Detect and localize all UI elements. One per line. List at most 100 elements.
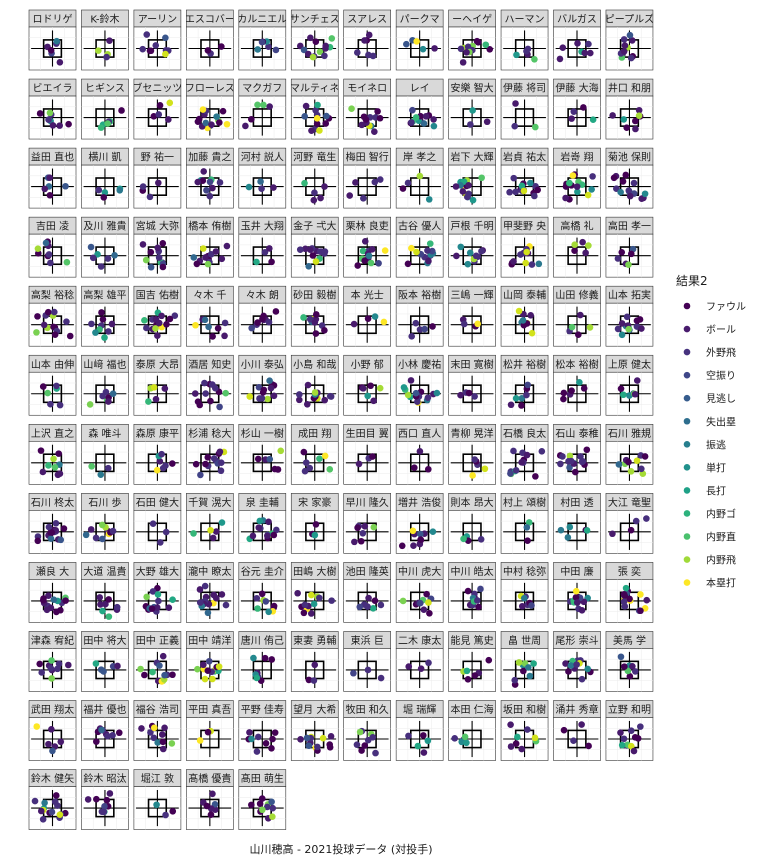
pitch-point bbox=[573, 599, 581, 606]
pitch-point bbox=[191, 390, 199, 397]
pitch-point bbox=[248, 324, 255, 332]
pitch-point bbox=[266, 103, 273, 110]
pitch-point bbox=[519, 317, 527, 324]
pitch-point bbox=[319, 734, 327, 742]
facet-panel: 石田 健大 bbox=[133, 493, 182, 554]
facet-title: 則本 昂大 bbox=[451, 496, 494, 509]
facet-title: 福谷 浩司 bbox=[136, 703, 179, 716]
pitch-point bbox=[578, 607, 586, 614]
facet-panel: 伊藤 将司 bbox=[500, 78, 549, 140]
pitch-point bbox=[103, 53, 110, 61]
pitch-point bbox=[626, 595, 633, 603]
pitch-point bbox=[410, 542, 417, 550]
pitch-point bbox=[208, 121, 215, 129]
pitch-point bbox=[512, 740, 520, 747]
pitch-point bbox=[610, 174, 618, 182]
facet-title: 西口 直人 bbox=[398, 427, 441, 440]
pitch-point bbox=[560, 389, 568, 397]
pitch-point bbox=[159, 745, 167, 753]
facet-panel: ヒギンス bbox=[81, 78, 129, 140]
pitch-point bbox=[308, 591, 315, 599]
pitch-point bbox=[33, 329, 40, 336]
pitch-point bbox=[223, 242, 231, 250]
pitch-point bbox=[323, 112, 330, 120]
pitch-point bbox=[49, 747, 56, 755]
pitch-point bbox=[99, 607, 106, 615]
pitch-point bbox=[420, 749, 428, 756]
pitch-point bbox=[190, 254, 198, 261]
pitch-point bbox=[300, 46, 308, 54]
pitch-point bbox=[457, 243, 465, 251]
panels-layer: ロドリゲ K-鈴木 アーリン エスコバー カルニエル サンチェス スアレス パークマ ーヘイゲ ハ… bbox=[28, 9, 654, 830]
facet-panel: エスコバー bbox=[186, 9, 234, 71]
pitch-point bbox=[92, 329, 99, 336]
facet-panel: 石川 柊太 bbox=[28, 493, 77, 554]
pitch-point bbox=[44, 308, 52, 316]
pitch-point bbox=[408, 244, 415, 252]
facet-title: フローレス bbox=[185, 84, 235, 95]
pitch-point bbox=[627, 526, 635, 534]
pitch-point bbox=[618, 249, 626, 256]
pitch-point bbox=[635, 112, 643, 119]
pitch-point bbox=[149, 588, 157, 595]
facet-panel: 村上 頌樹 bbox=[500, 493, 549, 554]
pitch-point bbox=[571, 247, 578, 255]
pitch-point bbox=[97, 666, 105, 673]
pitch-point bbox=[621, 42, 629, 49]
pitch-point bbox=[322, 120, 330, 127]
pitch-point bbox=[213, 113, 220, 120]
facet-title: 山本 拓実 bbox=[608, 289, 651, 302]
pitch-point bbox=[221, 319, 229, 327]
legend-label: ファウル bbox=[706, 301, 746, 313]
pitch-point bbox=[463, 667, 471, 675]
pitch-point bbox=[321, 183, 328, 190]
pitch-point bbox=[158, 312, 165, 320]
facet-title: 美馬 学 bbox=[613, 634, 646, 647]
pitch-point bbox=[359, 247, 367, 255]
pitch-point bbox=[104, 120, 112, 127]
facet-title: 大江 竜聖 bbox=[608, 496, 651, 509]
pitch-point bbox=[311, 189, 318, 196]
facet-title: 小林 慶祐 bbox=[398, 358, 441, 371]
pitch-point bbox=[41, 185, 49, 193]
pitch-point bbox=[364, 392, 371, 400]
pitch-point bbox=[469, 472, 476, 479]
pitch-point bbox=[424, 394, 432, 401]
pitch-point bbox=[250, 654, 257, 662]
pitch-point bbox=[157, 539, 164, 546]
pitch-point bbox=[359, 529, 367, 537]
pitch-point bbox=[165, 604, 173, 612]
pitch-point bbox=[534, 186, 542, 194]
facet-title: 高梨 裕稔 bbox=[31, 289, 74, 302]
pitch-point bbox=[371, 597, 379, 604]
pitch-point bbox=[465, 182, 472, 189]
facet-title: マルティネ bbox=[290, 83, 339, 95]
pitch-point bbox=[158, 450, 165, 458]
legend-label: 本塁打 bbox=[706, 577, 736, 590]
pitch-point bbox=[559, 44, 567, 51]
facet-panel: フローレス bbox=[185, 78, 235, 140]
pitch-point bbox=[116, 186, 124, 194]
pitch-point bbox=[33, 723, 41, 730]
pitch-point bbox=[101, 189, 109, 196]
pitch-point bbox=[97, 471, 105, 478]
pitch-point bbox=[138, 725, 145, 732]
pitch-point bbox=[222, 601, 230, 609]
pitch-point bbox=[199, 177, 207, 184]
pitch-point bbox=[194, 118, 202, 125]
pitch-point bbox=[371, 178, 379, 186]
pitch-point bbox=[515, 659, 523, 666]
pitch-point bbox=[525, 664, 532, 671]
facet-panel: 山本 拓実 bbox=[605, 285, 654, 347]
legend-label: 失出塁 bbox=[706, 415, 736, 428]
facet-title: 河村 説人 bbox=[241, 151, 284, 164]
pitch-point bbox=[104, 732, 111, 740]
pitch-point bbox=[205, 657, 213, 665]
pitch-point bbox=[148, 605, 156, 612]
facet-panel: 高梨 裕稔 bbox=[28, 285, 77, 347]
facet-panel: レイ bbox=[395, 78, 444, 140]
pitch-point bbox=[424, 465, 432, 473]
facet-panel: 国吉 佑樹 bbox=[133, 285, 182, 347]
pitch-point bbox=[150, 724, 158, 732]
facet-panel: 西口 直人 bbox=[395, 423, 444, 485]
